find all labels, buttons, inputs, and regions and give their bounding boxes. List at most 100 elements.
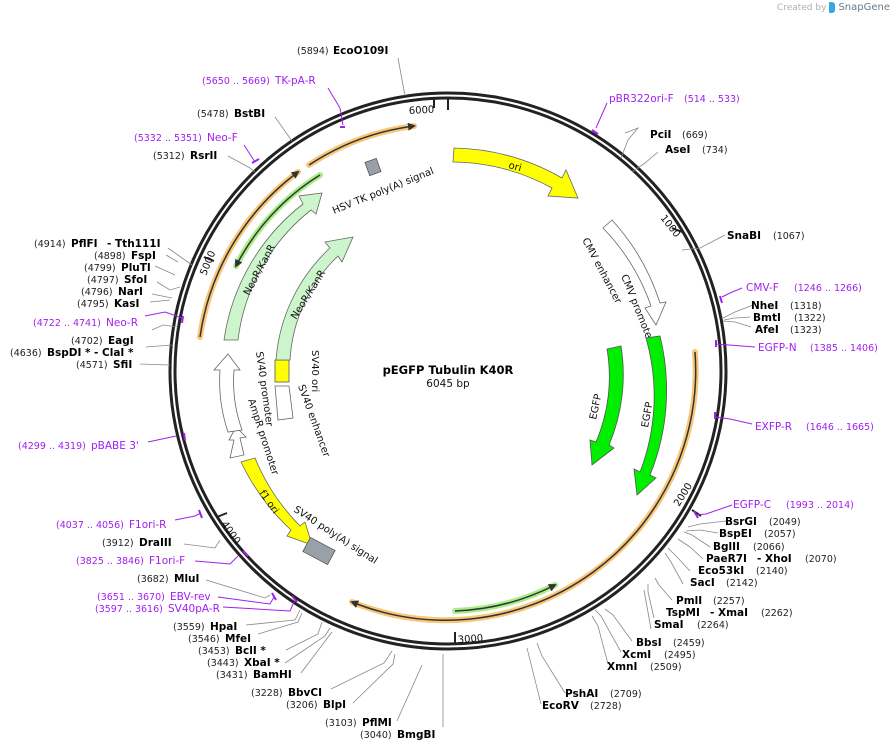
credit-prefix: Created by: [776, 2, 827, 13]
feature-cmv-promoter[interactable]: [602, 219, 667, 326]
restriction-site-labels: (5894) EcoO109I (5478) BstBI (5312) RsrI…: [10, 45, 837, 741]
site-mlui[interactable]: (3682) MluI: [137, 573, 199, 585]
primer-pbr322ori-f[interactable]: pBR322ori-F (514 .. 533): [609, 93, 740, 105]
site-nari[interactable]: (4796) NarI: [81, 286, 143, 298]
svg-text:(4299 .. 4319): (4299 .. 4319): [18, 441, 86, 452]
svg-text:(4795): (4795): [77, 299, 109, 310]
svg-text:PmlI: PmlI: [676, 595, 702, 607]
site-leader-lines: [139, 57, 754, 727]
svg-text:BmgBI: BmgBI: [397, 729, 435, 741]
site-ecorv[interactable]: EcoRV (2728): [542, 700, 622, 712]
site-eco53ki[interactable]: Eco53kI (2140): [698, 565, 788, 577]
svg-text:BbvCI: BbvCI: [288, 687, 322, 699]
feature-neor-kanr-inner[interactable]: NeoR/KanR: [275, 236, 354, 361]
feature-label-ori: ori: [507, 160, 522, 174]
site-pmli[interactable]: PmlI (2257): [676, 595, 745, 607]
svg-text:(4702): (4702): [71, 336, 103, 347]
site-xmni[interactable]: XmnI (2509): [607, 661, 682, 673]
svg-text:XmnI: XmnI: [607, 661, 637, 673]
feature-label-hsv-tk-polya: HSV TK poly(A) signal: [331, 166, 436, 217]
svg-text:(3651 .. 3670): (3651 .. 3670): [97, 592, 165, 603]
feature-ampr-promoter[interactable]: [228, 426, 247, 459]
site-asei[interactable]: AseI (734): [665, 144, 728, 156]
site-pluti[interactable]: (4799) PluTI: [84, 262, 151, 274]
svg-text:BamHI: BamHI: [253, 669, 292, 681]
feature-label-sv40-enhancer: SV40 enhancer: [295, 383, 332, 459]
svg-text:BsrGI: BsrGI: [725, 516, 757, 528]
site-paer7i-xhoi[interactable]: PaeR7I - XhoI (2070): [706, 553, 837, 565]
site-ecoo109i[interactable]: (5894) EcoO109I: [297, 45, 388, 57]
site-eagi[interactable]: (4702) EagI: [71, 335, 134, 347]
primer-neo-f[interactable]: (5332 .. 5351) Neo-F: [134, 132, 238, 144]
site-blpi[interactable]: (3206) BlpI: [286, 699, 346, 711]
svg-text:(1322): (1322): [794, 313, 826, 324]
site-nhei[interactable]: NheI (1318): [751, 300, 822, 312]
site-saci[interactable]: SacI (2142): [690, 577, 758, 589]
site-bstbi[interactable]: (5478) BstBI: [197, 108, 265, 120]
svg-text:(3597 .. 3616): (3597 .. 3616): [95, 604, 163, 615]
primer-ebv-rev[interactable]: (3651 .. 3670) EBV-rev: [97, 591, 211, 603]
primer-egfp-n[interactable]: EGFP-N (1385 .. 1406): [758, 342, 878, 354]
site-pflfi-tth111i[interactable]: (4914) PflFI - Tth111I: [34, 238, 161, 250]
primer-sv40pa-r[interactable]: (3597 .. 3616) SV40pA-R: [95, 603, 220, 615]
primer-pbabe-3[interactable]: (4299 .. 4319) pBABE 3': [18, 440, 139, 452]
site-fspi[interactable]: (4898) FspI: [94, 250, 156, 262]
site-draiii[interactable]: (3912) DraIII: [102, 537, 172, 549]
site-bspei[interactable]: BspEI (2057): [719, 528, 796, 540]
svg-text:HpaI: HpaI: [210, 621, 237, 633]
svg-text:(4636): (4636): [10, 348, 42, 359]
primer-f1ori-r[interactable]: (4037 .. 4056) F1ori-R: [56, 519, 166, 531]
primer-labels: (5650 .. 5669) TK-pA-R (5332 .. 5351) Ne…: [18, 75, 878, 615]
feature-sv40-promoter[interactable]: [213, 353, 243, 433]
svg-text:(669): (669): [682, 130, 708, 141]
site-bmti[interactable]: BmtI (1322): [753, 312, 826, 324]
svg-text:BstBI: BstBI: [234, 108, 265, 120]
site-kasi[interactable]: (4795) KasI: [77, 298, 139, 310]
site-pflmi[interactable]: (3103) PflMI: [325, 717, 392, 729]
feature-egfp-inner[interactable]: EGFP: [588, 345, 624, 466]
primer-tk-pa-r[interactable]: (5650 .. 5669) TK-pA-R: [202, 75, 316, 87]
svg-text:(2709): (2709): [610, 689, 642, 700]
svg-text:(2257): (2257): [713, 596, 745, 607]
svg-text:BlpI: BlpI: [323, 699, 346, 711]
svg-text:(3912): (3912): [102, 538, 134, 549]
feature-hsv-tk-polya[interactable]: HSV TK poly(A) signal: [331, 157, 436, 217]
site-bamhi[interactable]: (3431) BamHI: [216, 669, 292, 681]
feature-ori[interactable]: ori: [452, 147, 579, 199]
primer-cmv-f[interactable]: CMV-F (1246 .. 1266): [746, 282, 862, 294]
svg-text:BglII: BglII: [713, 541, 740, 553]
site-pcii[interactable]: PciI (669): [650, 129, 708, 141]
feature-sv40-enhancer[interactable]: SV40 enhancer: [274, 383, 332, 459]
site-xcmi[interactable]: XcmI (2495): [622, 649, 696, 661]
svg-text:TK-pA-R: TK-pA-R: [274, 75, 316, 87]
feature-egfp-outer[interactable]: EGFP: [633, 335, 667, 496]
site-bglii[interactable]: BglII (2066): [713, 541, 785, 553]
primer-neo-r[interactable]: (4722 .. 4741) Neo-R: [33, 317, 138, 329]
site-tspmi-xmai[interactable]: TspMI - XmaI (2262): [666, 607, 793, 619]
site-xbai[interactable]: (3443) XbaI *: [207, 657, 280, 669]
svg-text:(3206): (3206): [286, 700, 318, 711]
svg-text:XbaI *: XbaI *: [244, 657, 280, 669]
site-bcli[interactable]: (3453) BclI *: [198, 645, 266, 657]
site-sfoi[interactable]: (4797) SfoI: [87, 274, 147, 286]
site-bbsi[interactable]: BbsI (2459): [636, 637, 705, 649]
site-pshai[interactable]: PshAI (2709): [565, 688, 642, 700]
site-smai[interactable]: SmaI (2264): [654, 619, 729, 631]
feature-label-cmv-enhancer: CMV enhancer: [579, 236, 623, 306]
primer-f1ori-f[interactable]: (3825 .. 3846) F1ori-F: [76, 555, 185, 567]
site-snabi[interactable]: SnaBI (1067): [727, 230, 805, 242]
svg-text:- Tth111I: - Tth111I: [107, 238, 161, 250]
svg-text:(2509): (2509): [650, 662, 682, 673]
site-bsrgi[interactable]: BsrGI (2049): [725, 516, 801, 528]
site-sfii[interactable]: (4571) SfiI: [76, 359, 132, 371]
primer-exfp-r[interactable]: EXFP-R (1646 .. 1665): [755, 421, 874, 433]
site-mfei[interactable]: (3546) MfeI: [188, 633, 251, 645]
primer-egfp-c[interactable]: EGFP-C (1993 .. 2014): [733, 499, 854, 511]
site-afei[interactable]: AfeI (1323): [755, 324, 822, 336]
site-bspdi-clai[interactable]: (4636) BspDI * - ClaI *: [10, 347, 134, 359]
site-bbvci[interactable]: (3228) BbvCI: [251, 687, 322, 699]
svg-text:AseI: AseI: [665, 144, 690, 156]
site-hpai[interactable]: (3559) HpaI: [173, 621, 237, 633]
site-rsrii[interactable]: (5312) RsrII: [153, 150, 217, 162]
site-bmgbi[interactable]: (3040) BmgBI: [360, 729, 435, 741]
